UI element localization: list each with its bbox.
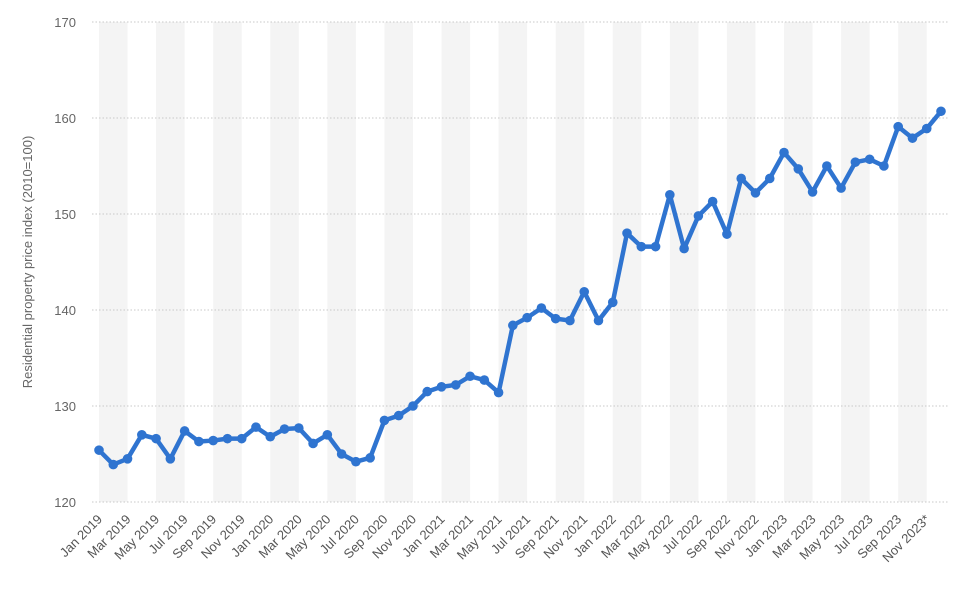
data-point bbox=[194, 436, 204, 447]
data-point bbox=[379, 415, 390, 426]
data-point bbox=[550, 313, 561, 324]
data-point bbox=[165, 454, 176, 464]
data-point bbox=[293, 423, 304, 433]
data-point bbox=[179, 426, 190, 436]
data-point bbox=[493, 387, 504, 398]
data-point bbox=[736, 173, 747, 184]
data-point bbox=[279, 424, 290, 434]
data-point bbox=[936, 106, 946, 117]
column-band bbox=[726, 22, 756, 502]
y-tick-label: 120 bbox=[54, 495, 76, 510]
data-point bbox=[707, 196, 718, 207]
data-point bbox=[336, 449, 347, 459]
data-point bbox=[151, 433, 161, 444]
column-band bbox=[841, 22, 870, 502]
data-point bbox=[351, 456, 361, 467]
data-point bbox=[636, 241, 647, 252]
data-point bbox=[436, 382, 447, 392]
data-point bbox=[750, 188, 761, 198]
data-point bbox=[322, 430, 333, 440]
gridlines bbox=[92, 21, 948, 503]
data-point bbox=[222, 433, 233, 444]
data-point bbox=[251, 422, 261, 432]
data-point bbox=[836, 183, 846, 193]
column-band bbox=[498, 22, 528, 502]
column-band bbox=[612, 22, 642, 502]
data-point bbox=[650, 241, 661, 252]
data-point bbox=[508, 320, 518, 331]
data-point bbox=[208, 435, 218, 446]
column-band bbox=[270, 22, 299, 502]
column-band bbox=[384, 22, 413, 502]
column-band bbox=[784, 22, 813, 502]
data-point bbox=[764, 173, 775, 184]
data-point bbox=[579, 286, 590, 297]
data-point bbox=[807, 187, 818, 197]
data-point bbox=[864, 154, 875, 165]
data-points bbox=[94, 106, 946, 470]
data-point bbox=[565, 315, 575, 326]
data-point bbox=[308, 438, 318, 449]
data-point bbox=[365, 453, 375, 463]
data-point bbox=[422, 386, 433, 397]
column-band bbox=[99, 22, 128, 502]
data-point bbox=[907, 133, 918, 143]
data-point bbox=[465, 371, 475, 382]
data-point bbox=[622, 228, 632, 238]
data-point bbox=[122, 454, 133, 464]
data-point bbox=[665, 190, 675, 200]
data-point bbox=[393, 410, 404, 421]
data-point bbox=[536, 303, 547, 313]
data-point bbox=[607, 297, 618, 308]
y-tick-label: 150 bbox=[54, 207, 76, 222]
column-band bbox=[156, 22, 185, 502]
data-point bbox=[822, 161, 832, 171]
alternating-column-bands bbox=[99, 22, 927, 502]
y-tick-label: 170 bbox=[54, 15, 76, 30]
data-point bbox=[108, 459, 119, 470]
data-point bbox=[137, 430, 147, 440]
data-point bbox=[879, 161, 889, 171]
y-axis-ticks: 120 130 140 150 160 170 bbox=[54, 15, 76, 510]
data-point bbox=[679, 243, 689, 254]
column-band bbox=[327, 22, 356, 502]
data-point bbox=[693, 211, 704, 221]
column-band bbox=[898, 22, 927, 502]
y-tick-label: 130 bbox=[54, 399, 76, 414]
data-point bbox=[522, 312, 532, 323]
data-point bbox=[479, 375, 490, 385]
data-point bbox=[850, 157, 861, 167]
data-point bbox=[408, 401, 418, 411]
data-point bbox=[722, 229, 732, 239]
data-point bbox=[921, 123, 932, 134]
column-band bbox=[213, 22, 242, 502]
y-tick-label: 160 bbox=[54, 111, 76, 126]
data-point bbox=[236, 433, 247, 444]
y-axis-label: Residential property price index (2010=1… bbox=[20, 136, 35, 389]
column-band bbox=[555, 22, 585, 502]
data-point bbox=[265, 431, 276, 442]
data-point bbox=[94, 445, 104, 455]
data-point bbox=[893, 121, 903, 132]
data-point bbox=[793, 164, 804, 174]
data-point bbox=[593, 315, 604, 326]
column-band bbox=[441, 22, 471, 502]
y-tick-label: 140 bbox=[54, 303, 76, 318]
data-point bbox=[450, 380, 461, 390]
column-band bbox=[669, 22, 699, 502]
data-point bbox=[779, 147, 789, 158]
